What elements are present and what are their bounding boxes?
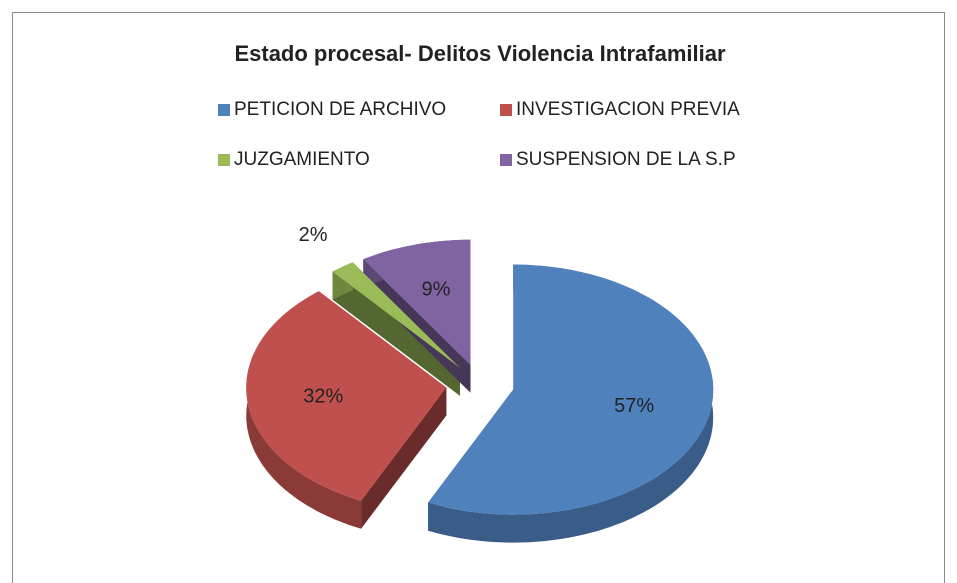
legend-label: INVESTIGACION PREVIA <box>516 99 740 120</box>
legend-swatch <box>218 154 230 166</box>
legend-label: PETICION DE ARCHIVO <box>234 99 446 120</box>
pie-slice <box>428 264 714 515</box>
legend-swatch <box>218 104 230 116</box>
data-label: 32% <box>303 386 343 408</box>
slice-side <box>361 387 447 529</box>
slice-wall <box>428 264 714 543</box>
pie-slice <box>332 262 460 368</box>
pie-slice <box>363 239 471 365</box>
slice-side <box>332 271 460 396</box>
pie-slice <box>246 291 447 501</box>
legend-label: SUSPENSION DE LA S.P <box>516 149 736 170</box>
data-label: 2% <box>299 224 328 246</box>
data-label: 57% <box>614 395 654 417</box>
legend-label: JUZGAMIENTO <box>234 149 370 170</box>
data-label: 9% <box>421 279 450 301</box>
pie-tops <box>246 239 714 515</box>
chart-title: Estado procesal- Delitos Violencia Intra… <box>234 41 726 66</box>
legend-swatch <box>500 154 512 166</box>
legend-swatch <box>500 104 512 116</box>
